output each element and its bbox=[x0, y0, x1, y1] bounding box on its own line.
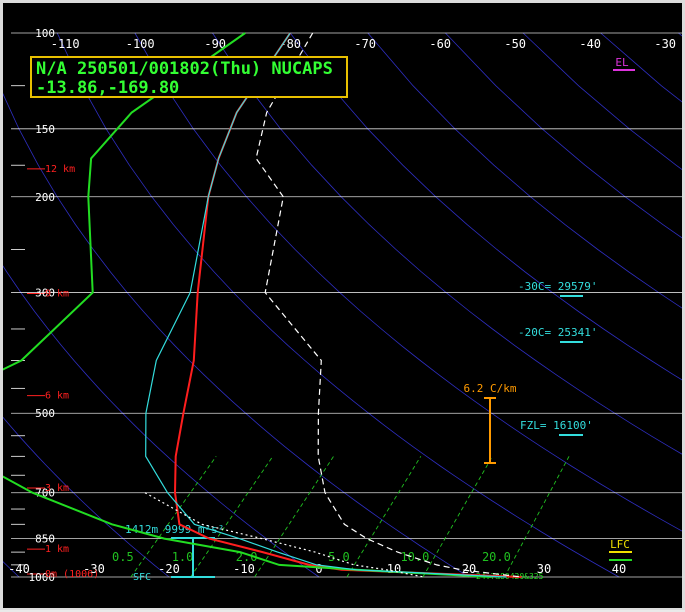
level-label: -30C= 29579' bbox=[518, 280, 597, 293]
sounding-title: N/A 250501/001802(Thu) NUCAPS bbox=[36, 59, 333, 79]
mixing-ratio-line bbox=[130, 456, 217, 578]
lapse-rate-label: 6.2 C/km bbox=[464, 382, 517, 395]
top-temp-label: -30 bbox=[654, 37, 676, 51]
dry-adiabat bbox=[289, 32, 685, 383]
sounding-info-box: N/A 250501/001802(Thu) NUCAPS -13.86,-16… bbox=[30, 56, 348, 98]
level-label: LFC bbox=[610, 538, 630, 551]
bottom-temp-label: 0 bbox=[315, 562, 322, 576]
dry-adiabat bbox=[522, 32, 685, 173]
top-temp-label: -90 bbox=[204, 37, 226, 51]
level-label: FZL= 16100' bbox=[520, 419, 593, 432]
bottom-temp-label: -10 bbox=[233, 562, 255, 576]
height-label: 6 km bbox=[45, 391, 69, 402]
top-temp-label: -60 bbox=[429, 37, 451, 51]
height-label: 12 km bbox=[45, 164, 75, 175]
sounding-profile-line bbox=[255, 32, 522, 578]
top-temp-label: -110 bbox=[51, 37, 80, 51]
height-label: 0m (1006) bbox=[45, 569, 99, 580]
bottom-temp-label: 20 bbox=[462, 562, 476, 576]
top-temp-label: -50 bbox=[504, 37, 526, 51]
dry-adiabat bbox=[212, 32, 685, 457]
top-temp-label: -70 bbox=[354, 37, 376, 51]
sounding-location: -13.86,-169.80 bbox=[36, 78, 180, 98]
top-temp-label: -40 bbox=[579, 37, 601, 51]
height-label: 9 km bbox=[45, 288, 69, 299]
mixing-ratio-label: 20.0 bbox=[482, 550, 511, 564]
mixing-ratio-line bbox=[190, 456, 274, 578]
dry-adiabat bbox=[0, 413, 170, 578]
level-label: EL bbox=[615, 56, 629, 69]
level-label: -20C= 25341' bbox=[518, 326, 597, 339]
top-temp-label: -100 bbox=[126, 37, 155, 51]
dry-adiabat bbox=[56, 32, 620, 578]
pressure-label: 850 bbox=[35, 533, 55, 546]
bottom-temp-label: -30 bbox=[83, 562, 105, 576]
sounding-profile-line bbox=[0, 32, 492, 578]
dry-adiabat bbox=[678, 32, 685, 39]
sounding-profile-line bbox=[144, 492, 425, 578]
bottom-temp-label: -20 bbox=[158, 562, 180, 576]
height-label: 3 km bbox=[45, 483, 69, 494]
mixing-ratio-line bbox=[346, 456, 422, 578]
pressure-label: 500 bbox=[35, 407, 55, 420]
mixing-ratio-label: 1.0 bbox=[172, 550, 194, 564]
dry-adiabat bbox=[367, 32, 685, 311]
dry-adiabat bbox=[0, 558, 20, 578]
sounding-profile-line bbox=[145, 32, 507, 578]
bottom-temp-label: 30 bbox=[537, 562, 551, 576]
bottom-temp-label: 40 bbox=[612, 562, 626, 576]
pressure-label: 150 bbox=[35, 123, 55, 136]
skew-t-chart: 100 150 200 300 500 700 850 1000 -110 -100 -90 -80-… bbox=[0, 3, 685, 608]
height-label: 1 km bbox=[45, 544, 69, 555]
dry-adiabat bbox=[445, 32, 685, 241]
mixing-ratio-label: 5.0 bbox=[328, 550, 350, 564]
bottom-temp-label: -40 bbox=[8, 562, 30, 576]
mixing-ratio-line bbox=[504, 456, 570, 578]
mixing-ratio-label: 10.0 bbox=[400, 550, 429, 564]
dry-adiabat bbox=[134, 32, 685, 534]
pressure-label: 200 bbox=[35, 191, 55, 204]
mixing-ratio-line bbox=[254, 456, 334, 578]
sfc-label: SFC bbox=[133, 572, 151, 583]
pressure-label: 1000 bbox=[29, 571, 56, 584]
mixing-ratio-line bbox=[422, 456, 493, 578]
bottom-temp-label: 10 bbox=[387, 562, 401, 576]
pressure-label: 100 bbox=[35, 27, 55, 40]
mixing-ratio-label: 0.5 bbox=[112, 550, 134, 564]
pressure-label: 300 bbox=[35, 287, 55, 300]
